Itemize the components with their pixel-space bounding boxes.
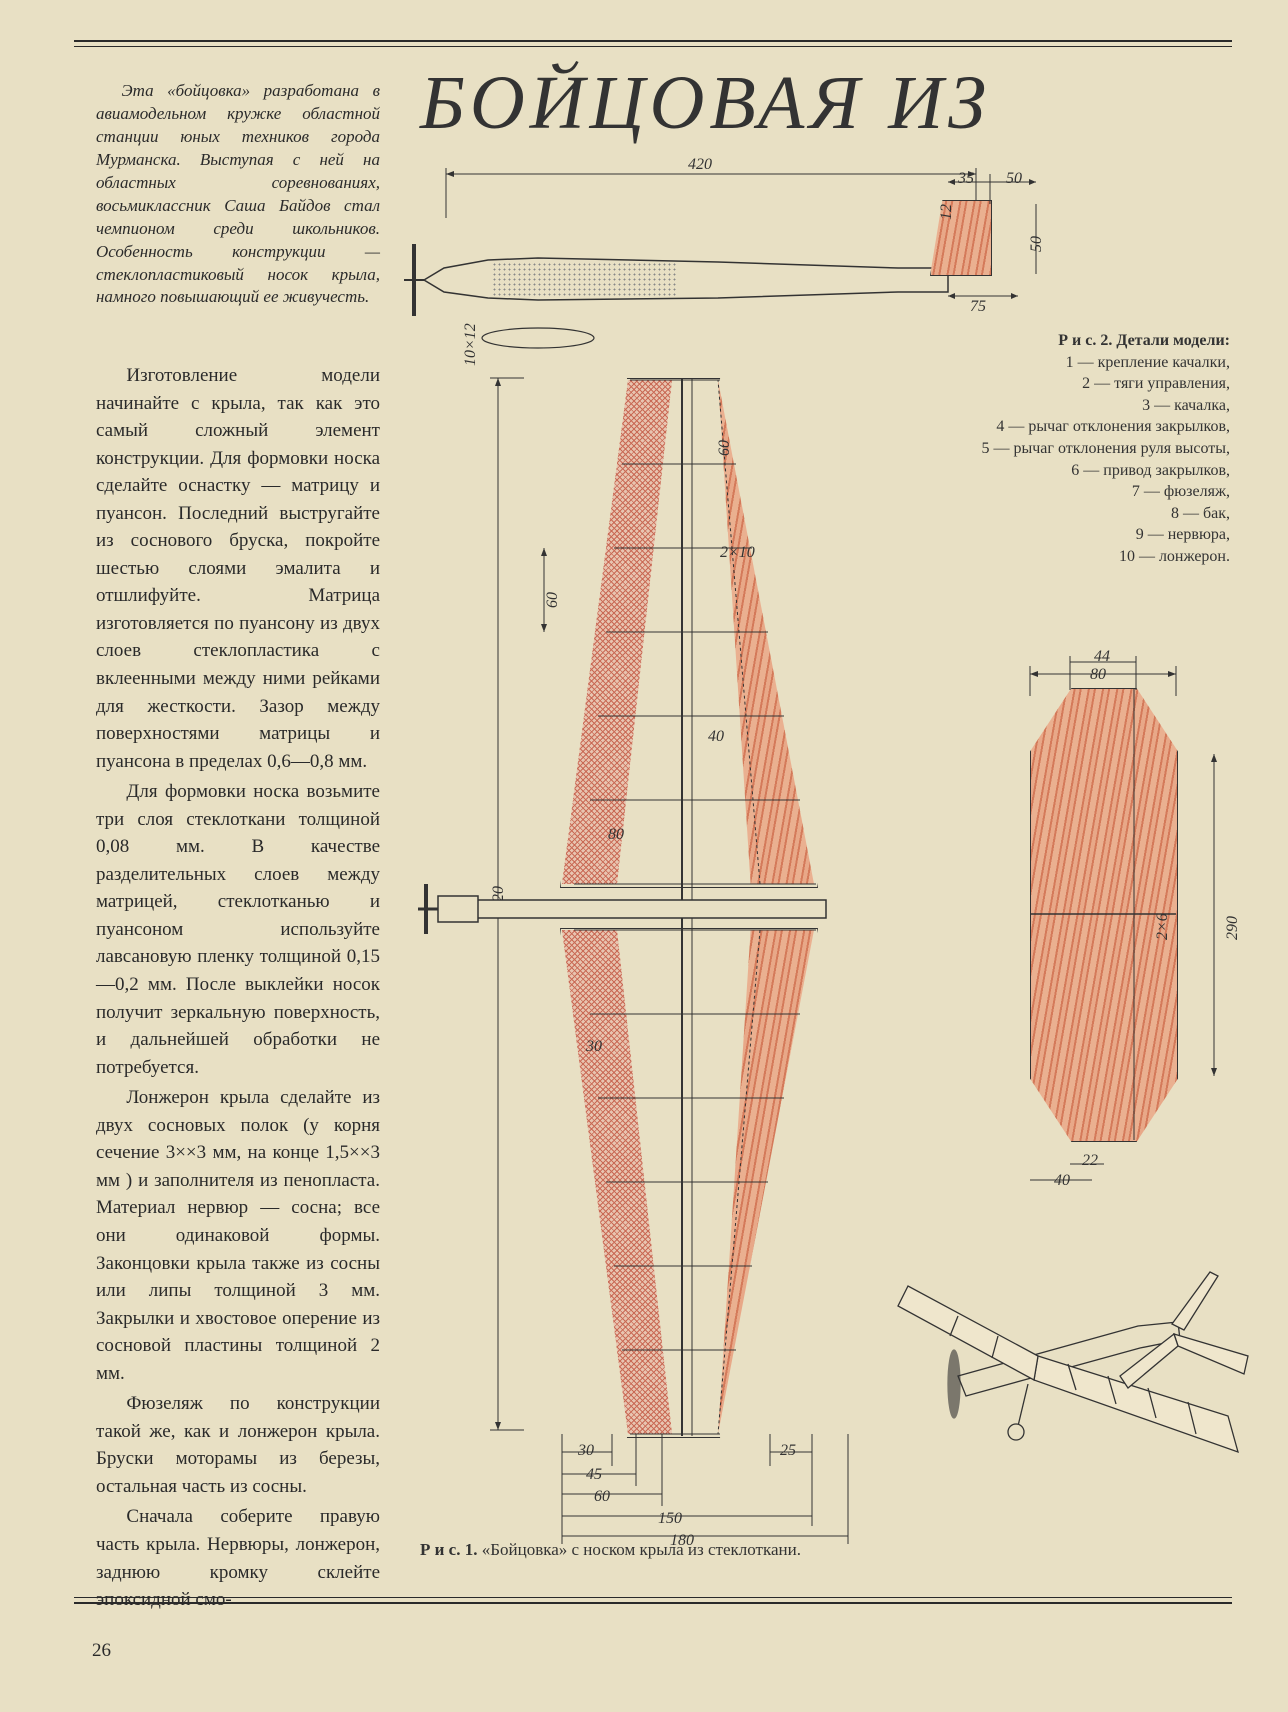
legend-item: 10 — лонжерон. (1119, 548, 1230, 565)
dim-r150: 150 (658, 1510, 682, 1528)
body-p5: Сначала соберите правую часть крыла. Нер… (96, 1503, 380, 1613)
legend-item: 7 — фюзеляж, (1132, 483, 1230, 500)
stab-dims (1018, 656, 1238, 1196)
side-view-tank (492, 262, 678, 296)
page-number: 26 (92, 1640, 111, 1662)
tail-dim-lines (918, 164, 1058, 324)
plan-fuselage (418, 888, 838, 932)
body-p3: Лонжерон крыла сделайте из двух сосновых… (96, 1084, 380, 1387)
dim-r30: 30 (578, 1442, 594, 1460)
dim-s22: 22 (1082, 1152, 1098, 1170)
body-p4: Фюзеляж по конструкции такой же, как и л… (96, 1390, 380, 1500)
legend-item: 6 — привод закрылков, (1071, 462, 1230, 479)
body-p1: Изготовление модели начинайте с крыла, т… (96, 362, 380, 775)
legend-item: 3 — качалка, (1142, 397, 1230, 414)
side-view-wing-section (478, 326, 598, 362)
dim-r60: 60 (594, 1488, 610, 1506)
fig1-caption-prefix: Р и с. 1. (420, 1540, 477, 1559)
dim-s2x6: 2×6 (1154, 913, 1172, 940)
dim-r25: 25 (780, 1442, 796, 1460)
fig2-legend-title: Р и с. 2. Детали модели: (1058, 332, 1230, 349)
dim-2x10: 2×10 (720, 544, 755, 562)
fig2-legend: Р и с. 2. Детали модели: 1 — крепление к… (940, 330, 1230, 568)
dim-10x12: 10×12 (462, 323, 480, 366)
fig1-caption: Р и с. 1. «Бойцовка» с носком крыла из с… (420, 1540, 801, 1560)
legend-item: 9 — нервюра, (1136, 526, 1230, 543)
dim-30flap: 30 (586, 1038, 602, 1056)
legend-item: 1 — крепление качалки, (1066, 354, 1230, 371)
article-title: БОЙЦОВАЯ ИЗ (420, 60, 1220, 147)
dim-s290: 290 (1224, 916, 1242, 940)
legend-item: 2 — тяги управления, (1082, 375, 1230, 392)
dim-420: 420 (688, 156, 712, 174)
legend-item: 4 — рычаг отклонения закрылков, (996, 418, 1230, 435)
fig1-caption-text: «Бойцовка» с носком крыла из стеклоткани… (482, 1540, 801, 1559)
body-column: Изготовление модели начинайте с крыла, т… (96, 362, 380, 1617)
legend-item: 8 — бак, (1171, 505, 1230, 522)
dim-s44: 44 (1094, 648, 1110, 666)
intro-paragraph: Эта «бойцовка» разработана в авиамодельн… (96, 80, 380, 309)
dim-60b: 60 (716, 440, 734, 456)
dim-r45: 45 (586, 1466, 602, 1484)
dim-80rib: 80 (608, 826, 624, 844)
dim-s80: 80 (1090, 666, 1106, 684)
perspective-sketch (918, 1206, 1248, 1506)
dim-40rib: 40 (708, 728, 724, 746)
dim-s40: 40 (1054, 1172, 1070, 1190)
legend-item: 5 — рычаг отклонения руля высоты, (981, 440, 1230, 457)
rib-dim-lines (524, 378, 564, 898)
body-p2: Для формовки носка возьмите три слоя сте… (96, 778, 380, 1081)
